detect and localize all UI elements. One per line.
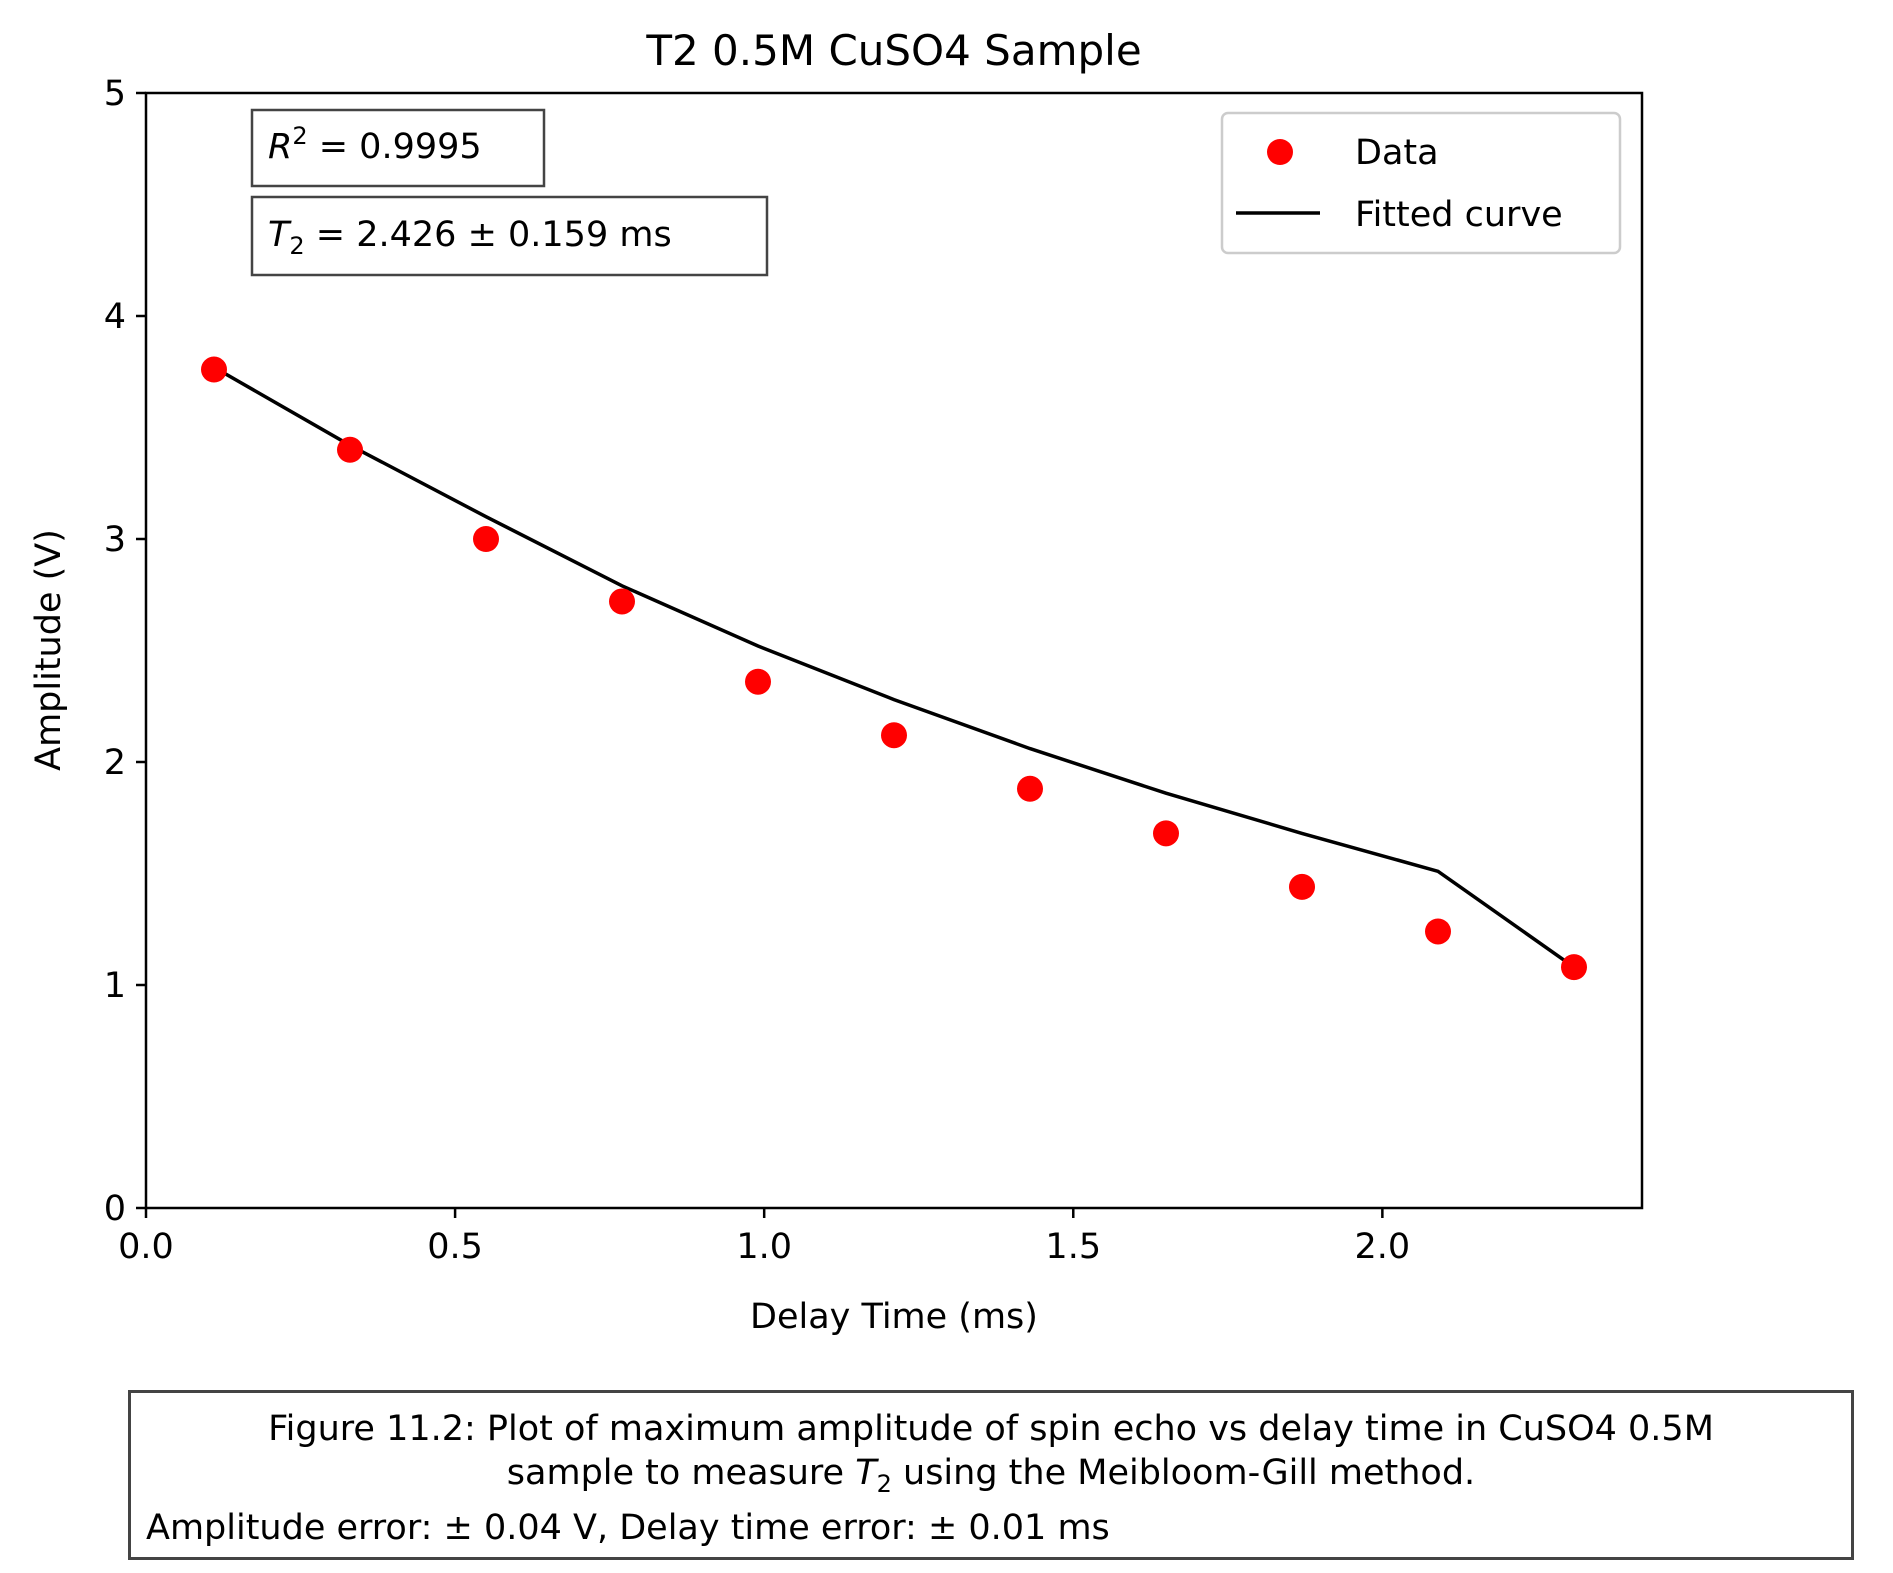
caption-line-1: Figure 11.2: Plot of maximum amplitude o… (268, 1409, 1714, 1449)
data-point (473, 526, 499, 552)
y-tick-label: 3 (104, 520, 126, 560)
chart-title: T2 0.5M CuSO4 Sample (645, 26, 1141, 75)
figure-caption: Figure 11.2: Plot of maximum amplitude o… (128, 1390, 1854, 1560)
x-tick-label: 1.5 (1045, 1227, 1101, 1267)
r-squared-annotation: R2 = 0.9995 (250, 108, 546, 188)
chart: T2 0.5M CuSO4 Sample 0.0 0.5 1.0 1.5 2.0 0 1 2… (29, 26, 1644, 1337)
y-tick-label: 4 (104, 297, 126, 337)
r-squared-box (250, 108, 546, 188)
y-axis-label: Amplitude (V) (29, 529, 69, 771)
legend-marker-data (1267, 139, 1293, 165)
data-point (609, 588, 635, 615)
x-tick-label: 2.0 (1355, 1227, 1411, 1267)
legend-frame (1220, 111, 1622, 255)
t2-annotation: T2 = 2.426 ± 0.159 ms (250, 195, 769, 277)
data-point (1561, 954, 1587, 981)
legend: Data Fitted curve (1220, 111, 1622, 255)
x-tick-label: 0.5 (427, 1227, 483, 1267)
x-tick-label: 1.0 (736, 1227, 792, 1267)
data-point (1289, 873, 1315, 900)
data-point (1153, 820, 1179, 847)
caption-line-3: Amplitude error: ± 0.04 V, Delay time er… (146, 1508, 1110, 1548)
y-tick-label: 2 (104, 743, 126, 783)
data-points (201, 356, 1587, 981)
plot-area-frame (144, 91, 1644, 1210)
legend-label-fitted: Fitted curve (1355, 195, 1563, 235)
r-squared-text: R2 = 0.9995 (268, 122, 482, 167)
y-axis: 0 1 2 3 4 5 (104, 74, 146, 1229)
data-point (881, 722, 907, 749)
y-tick-label: 1 (104, 966, 126, 1006)
legend-label-data: Data (1355, 133, 1439, 173)
x-tick-label: 0.0 (118, 1227, 174, 1267)
x-axis: 0.0 0.5 1.0 1.5 2.0 (118, 1208, 1410, 1267)
y-tick-label: 5 (104, 74, 126, 114)
x-axis-label: Delay Time (ms) (750, 1297, 1038, 1337)
data-point (1425, 918, 1451, 945)
data-point (337, 436, 363, 463)
t2-text: T2 = 2.426 ± 0.159 ms (268, 215, 672, 260)
data-point (745, 668, 771, 695)
data-point (1017, 775, 1043, 802)
t2-box (250, 195, 769, 277)
y-tick-label: 0 (104, 1189, 126, 1229)
caption-line-2: sample to measure T2 using the Meibloom-… (506, 1453, 1476, 1498)
data-point (201, 356, 227, 383)
fitted-curve-line (213, 365, 1576, 969)
